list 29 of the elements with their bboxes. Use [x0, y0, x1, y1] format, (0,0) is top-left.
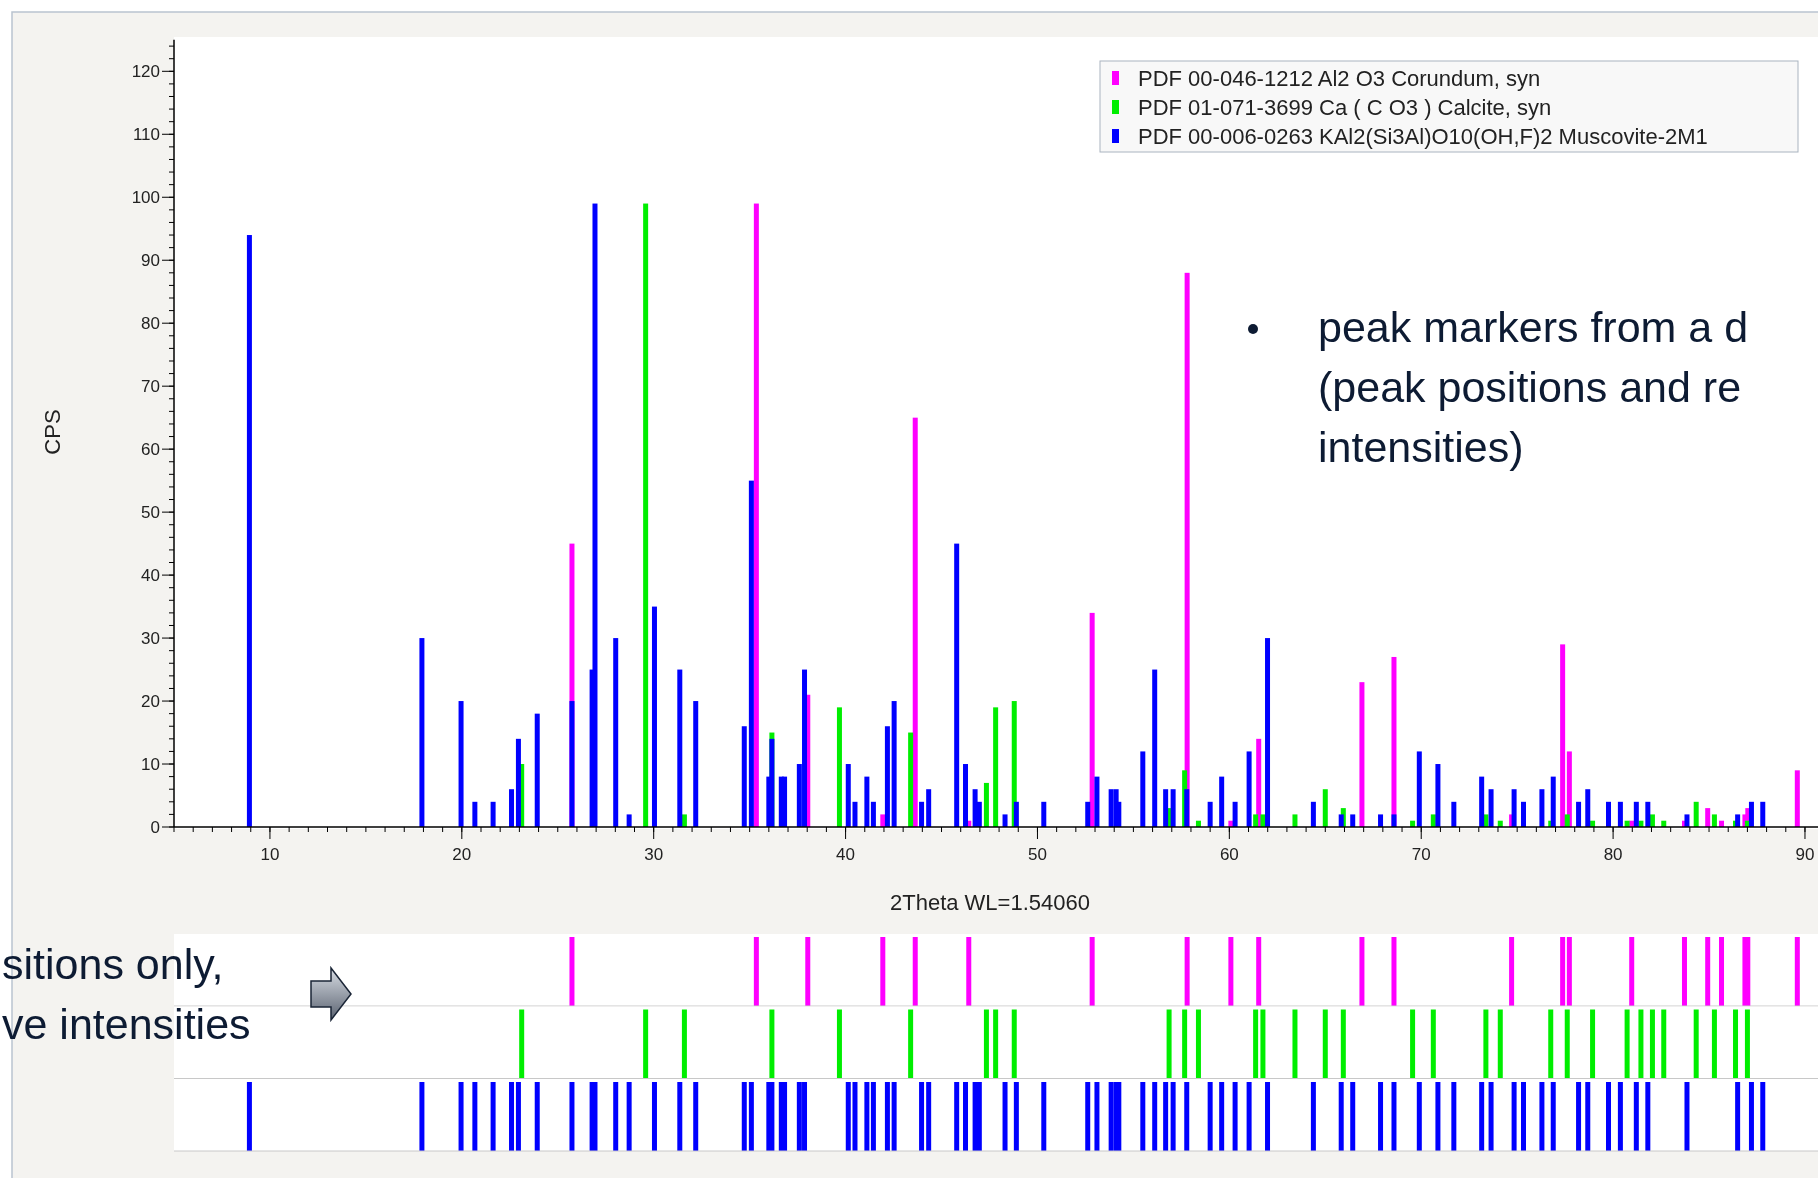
y-tick-label: 100: [131, 188, 160, 208]
legend-label: PDF 00-006-0263 KAl2(Si3Al)O10(OH,F)2 Muscovite-2M1: [1138, 123, 1708, 149]
annotation: sitions only, ve intensities: [2, 940, 251, 1048]
x-tick-label: 30: [644, 845, 664, 864]
y-tick-label: 60: [141, 440, 160, 460]
y-tick-label: 80: [141, 314, 160, 334]
legend-label: PDF 01-071-3699 Ca ( C O3 ) Calcite, syn: [1138, 94, 1552, 120]
annotation: peak markers from a d (peak positions and re intensities): [1318, 303, 1749, 471]
x-tick-label: 60: [1219, 845, 1239, 864]
y-tick-label: 30: [141, 629, 160, 649]
x-tick-label: 50: [1028, 845, 1047, 864]
y-tick-label: 40: [141, 566, 160, 586]
y-tick-label: 20: [141, 692, 160, 711]
x-tick-label: 90: [1795, 845, 1815, 864]
y-tick-label: 0: [150, 817, 160, 837]
x-tick-label: 20: [452, 845, 472, 864]
x-tick-label: 10: [260, 845, 280, 864]
y-tick-label: 10: [141, 754, 160, 774]
x-tick-label: 70: [1411, 845, 1431, 864]
x-axis-title: 2Theta WL=1.54060: [890, 890, 1090, 915]
y-tick-label: 120: [131, 62, 160, 82]
x-tick-label: 80: [1603, 845, 1623, 864]
y-tick-label: 50: [141, 503, 160, 523]
legend-label: PDF 00-046-1212 Al2 O3 Corundum, syn: [1138, 65, 1541, 91]
y-tick-label: 110: [132, 125, 160, 145]
y-tick-label: 70: [141, 377, 160, 397]
x-tick-label: 40: [836, 845, 856, 864]
y-tick-label: 90: [141, 251, 160, 271]
y-axis-title: CPS: [40, 409, 65, 455]
